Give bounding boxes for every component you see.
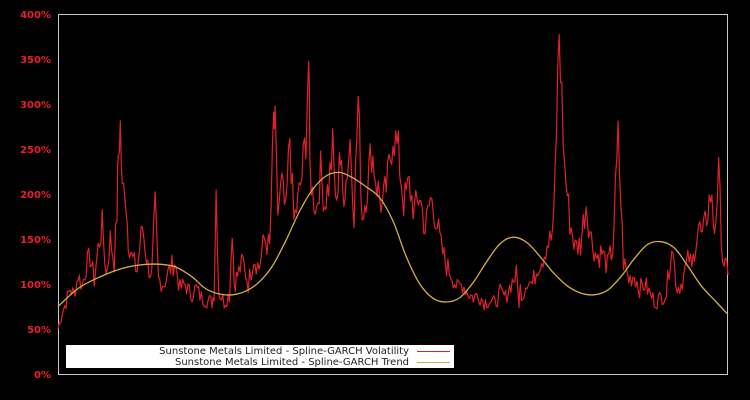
y-tick-label: 350% — [20, 55, 51, 66]
y-tick-label: 200% — [20, 190, 51, 201]
legend: Sunstone Metals Limited - Spline-GARCH V… — [66, 345, 454, 368]
series-layer — [57, 34, 729, 330]
y-tick-label: 150% — [20, 235, 51, 246]
y-tick-label: 250% — [20, 145, 51, 156]
y-tick-label: 0% — [34, 370, 51, 381]
y-tick-label: 50% — [27, 325, 51, 336]
legend-label-volatility: Sunstone Metals Limited - Spline-GARCH V… — [159, 345, 409, 357]
volatility-line — [57, 34, 729, 330]
legend-swatch-volatility — [417, 350, 450, 352]
plot-area-border — [58, 14, 728, 375]
legend-swatch-trend — [417, 361, 450, 363]
y-axis-ticks: 0% 50% 100% 150% 200% 250% 300% 350% 400% — [20, 10, 51, 381]
y-tick-label: 400% — [20, 10, 51, 21]
trend-line — [57, 171, 729, 316]
y-tick-label: 100% — [20, 280, 51, 291]
legend-item-volatility: Sunstone Metals Limited - Spline-GARCH V… — [159, 345, 450, 357]
legend-item-trend: Sunstone Metals Limited - Spline-GARCH T… — [175, 356, 450, 368]
y-tick-label: 300% — [20, 100, 51, 111]
legend-label-trend: Sunstone Metals Limited - Spline-GARCH T… — [175, 356, 409, 368]
